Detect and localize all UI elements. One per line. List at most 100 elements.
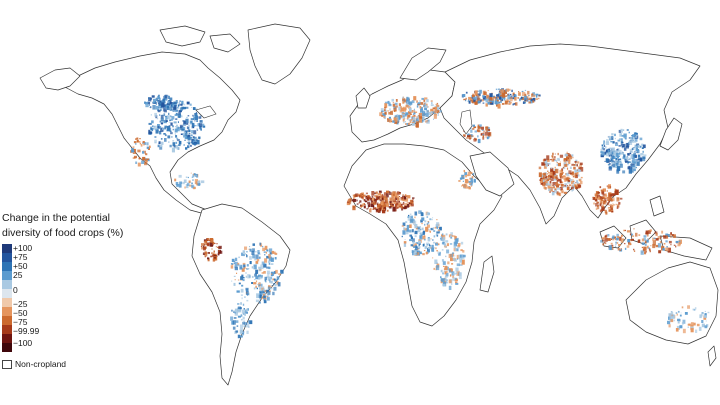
cropland-pixel (253, 267, 255, 269)
cropland-pixel (154, 139, 157, 144)
cropland-pixel (611, 161, 614, 164)
cropland-pixel (462, 180, 464, 182)
cropland-pixel (466, 137, 468, 139)
cropland-pixel (495, 88, 498, 91)
cropland-pixel (461, 259, 465, 265)
cropland-pixel (623, 133, 627, 138)
cropland-pixel (145, 101, 149, 105)
cropland-pixel (604, 235, 607, 238)
cropland-pixel (481, 129, 484, 131)
cropland-pixel (539, 179, 543, 184)
cropland-pixel (646, 234, 649, 237)
cropland-pixel (434, 226, 437, 229)
cropland-pixel (669, 316, 673, 322)
cropland-pixel (369, 208, 372, 210)
cropland-pixel (472, 124, 475, 127)
cropland-pixel (500, 94, 503, 97)
legend-label-minus99: −99.99 (13, 326, 40, 336)
cropland-pixel (442, 272, 444, 275)
cropland-pixel (147, 147, 150, 150)
cropland-pixel (632, 137, 635, 140)
cropland-pixel (183, 144, 185, 146)
cropland-pixel (274, 252, 278, 255)
cropland-pixel (237, 306, 242, 311)
cropland-pixel (622, 170, 626, 174)
cropland-pixel (381, 202, 384, 206)
cropland-pixel (615, 142, 618, 144)
cropland-pixel (395, 105, 398, 108)
cropland-pixel (186, 116, 188, 118)
cropland-pixel (184, 135, 188, 140)
cropland-pixel (506, 100, 510, 103)
cropland-pixel (388, 102, 391, 105)
cropland-pixel (150, 126, 153, 129)
cropland-pixel (203, 244, 205, 246)
cropland-pixel (474, 90, 478, 96)
cropland-pixel (547, 185, 550, 189)
cropland-pixel (487, 101, 490, 105)
cropland-pixel (566, 167, 569, 170)
cropland-pixel (438, 226, 440, 228)
cropland-pixel (615, 142, 619, 146)
cropland-pixel (182, 181, 185, 185)
cropland-pixel (347, 198, 352, 202)
cropland-pixel (632, 147, 635, 150)
cropland-pixel (233, 317, 237, 319)
cropland-pixel (694, 307, 697, 310)
cropland-pixel (427, 106, 429, 108)
cropland-pixel (566, 151, 568, 154)
cropland-pixel (180, 133, 183, 135)
cropland-pixel (644, 243, 647, 246)
cropland-pixel (398, 202, 402, 206)
cropland-pixel (623, 154, 626, 158)
cropland-pixel (415, 118, 419, 122)
cropland-pixel (445, 275, 447, 277)
cropland-pixel (707, 311, 710, 314)
cropland-pixel (377, 209, 380, 213)
cropland-pixel (628, 165, 631, 169)
cropland-pixel (192, 179, 194, 181)
cropland-pixel (152, 101, 154, 103)
cropland-pixel (512, 103, 514, 106)
cropland-pixel (633, 250, 636, 252)
cropland-pixel (459, 177, 463, 180)
cropland-pixel (493, 96, 497, 99)
cropland-pixel (165, 115, 169, 120)
cropland-pixel (374, 198, 377, 202)
cropland-pixel (211, 254, 214, 257)
cropland-pixel (189, 133, 191, 135)
cropland-pixel (438, 226, 442, 231)
cropland-pixel (600, 151, 603, 154)
cropland-pixel (155, 97, 159, 102)
cropland-pixel (359, 193, 361, 195)
cropland-pixel (569, 184, 572, 187)
cropland-pixel (263, 271, 266, 274)
cropland-pixel (546, 173, 548, 175)
cropland-pixel (261, 272, 264, 274)
cropland-pixel (490, 97, 492, 100)
cropland-pixel (543, 178, 547, 181)
cropland-pixel (188, 180, 191, 184)
cropland-pixel (618, 152, 621, 155)
cropland-pixel (139, 138, 141, 140)
cropland-pixel (381, 115, 384, 117)
cropland-pixel (638, 234, 641, 236)
cropland-pixel (433, 267, 435, 270)
cropland-pixel (661, 245, 663, 247)
cropland-pixel (414, 117, 416, 119)
cropland-pixel (628, 140, 633, 145)
cropland-pixel (270, 257, 274, 262)
cropland-pixel (614, 137, 616, 140)
cropland-pixel (176, 139, 180, 142)
cropland-pixel (605, 149, 608, 153)
cropland-pixel (254, 258, 257, 261)
cropland-pixel (446, 249, 450, 254)
cropland-pixel (551, 157, 554, 159)
cropland-pixel (196, 120, 198, 122)
cropland-pixel (403, 207, 406, 210)
legend-swatch (2, 316, 12, 325)
cropland-pixel (482, 90, 486, 96)
cropland-pixel (184, 186, 186, 189)
cropland-pixel (604, 237, 608, 242)
cropland-pixel (266, 249, 269, 252)
